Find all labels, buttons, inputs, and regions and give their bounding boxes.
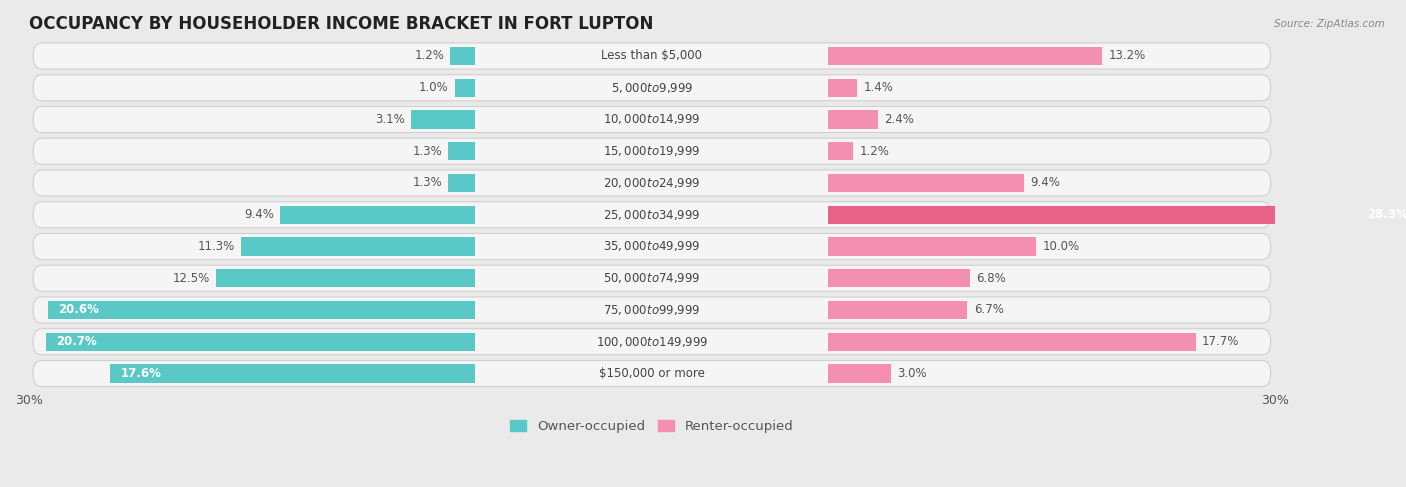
Bar bbox=[828, 110, 879, 129]
Text: Source: ZipAtlas.com: Source: ZipAtlas.com bbox=[1274, 19, 1385, 30]
Bar bbox=[449, 142, 475, 160]
FancyBboxPatch shape bbox=[34, 329, 1271, 355]
Text: 1.2%: 1.2% bbox=[859, 145, 890, 158]
Text: Less than $5,000: Less than $5,000 bbox=[602, 50, 703, 62]
FancyBboxPatch shape bbox=[34, 360, 1271, 387]
Text: 6.8%: 6.8% bbox=[976, 272, 1005, 285]
FancyBboxPatch shape bbox=[34, 75, 1271, 101]
Text: 2.4%: 2.4% bbox=[884, 113, 914, 126]
Legend: Owner-occupied, Renter-occupied: Owner-occupied, Renter-occupied bbox=[505, 415, 799, 439]
Bar bbox=[454, 78, 475, 97]
Text: 1.4%: 1.4% bbox=[863, 81, 894, 94]
Bar bbox=[828, 301, 967, 319]
Text: 12.5%: 12.5% bbox=[173, 272, 209, 285]
Bar bbox=[110, 364, 475, 383]
Bar bbox=[45, 333, 475, 351]
Text: 1.2%: 1.2% bbox=[415, 50, 444, 62]
Bar bbox=[828, 333, 1197, 351]
Bar bbox=[449, 174, 475, 192]
Text: 3.1%: 3.1% bbox=[375, 113, 405, 126]
Bar bbox=[240, 237, 475, 256]
Text: OCCUPANCY BY HOUSEHOLDER INCOME BRACKET IN FORT LUPTON: OCCUPANCY BY HOUSEHOLDER INCOME BRACKET … bbox=[30, 15, 654, 33]
FancyBboxPatch shape bbox=[34, 202, 1271, 228]
Text: $10,000 to $14,999: $10,000 to $14,999 bbox=[603, 112, 700, 127]
FancyBboxPatch shape bbox=[34, 265, 1271, 291]
Text: $75,000 to $99,999: $75,000 to $99,999 bbox=[603, 303, 700, 317]
Text: $25,000 to $34,999: $25,000 to $34,999 bbox=[603, 208, 700, 222]
Text: $5,000 to $9,999: $5,000 to $9,999 bbox=[610, 81, 693, 95]
Text: 1.3%: 1.3% bbox=[412, 176, 441, 189]
Text: 6.7%: 6.7% bbox=[974, 303, 1004, 317]
FancyBboxPatch shape bbox=[34, 107, 1271, 132]
Bar bbox=[280, 206, 475, 224]
Bar bbox=[215, 269, 475, 287]
Text: 11.3%: 11.3% bbox=[197, 240, 235, 253]
Bar bbox=[828, 78, 858, 97]
Text: $50,000 to $74,999: $50,000 to $74,999 bbox=[603, 271, 700, 285]
Text: $150,000 or more: $150,000 or more bbox=[599, 367, 704, 380]
Text: 20.6%: 20.6% bbox=[58, 303, 98, 317]
Text: 13.2%: 13.2% bbox=[1109, 50, 1146, 62]
Text: 1.3%: 1.3% bbox=[412, 145, 441, 158]
Bar bbox=[48, 301, 475, 319]
FancyBboxPatch shape bbox=[34, 170, 1271, 196]
Text: $100,000 to $149,999: $100,000 to $149,999 bbox=[596, 335, 709, 349]
Text: 17.6%: 17.6% bbox=[121, 367, 162, 380]
Bar bbox=[828, 364, 890, 383]
Text: $35,000 to $49,999: $35,000 to $49,999 bbox=[603, 240, 700, 254]
Bar bbox=[828, 47, 1102, 65]
Text: 20.7%: 20.7% bbox=[56, 335, 97, 348]
Bar bbox=[828, 269, 970, 287]
Bar bbox=[450, 47, 475, 65]
Text: 3.0%: 3.0% bbox=[897, 367, 927, 380]
Bar bbox=[828, 206, 1406, 224]
Text: $20,000 to $24,999: $20,000 to $24,999 bbox=[603, 176, 700, 190]
Text: 28.3%: 28.3% bbox=[1367, 208, 1406, 221]
Text: $15,000 to $19,999: $15,000 to $19,999 bbox=[603, 144, 700, 158]
Text: 9.4%: 9.4% bbox=[245, 208, 274, 221]
FancyBboxPatch shape bbox=[34, 43, 1271, 69]
Bar bbox=[828, 174, 1024, 192]
Bar bbox=[411, 110, 475, 129]
Text: 1.0%: 1.0% bbox=[419, 81, 449, 94]
FancyBboxPatch shape bbox=[34, 297, 1271, 323]
Bar bbox=[828, 142, 853, 160]
Text: 9.4%: 9.4% bbox=[1029, 176, 1060, 189]
Text: 17.7%: 17.7% bbox=[1202, 335, 1240, 348]
FancyBboxPatch shape bbox=[34, 233, 1271, 260]
Text: 10.0%: 10.0% bbox=[1042, 240, 1080, 253]
FancyBboxPatch shape bbox=[34, 138, 1271, 164]
Bar bbox=[828, 237, 1036, 256]
